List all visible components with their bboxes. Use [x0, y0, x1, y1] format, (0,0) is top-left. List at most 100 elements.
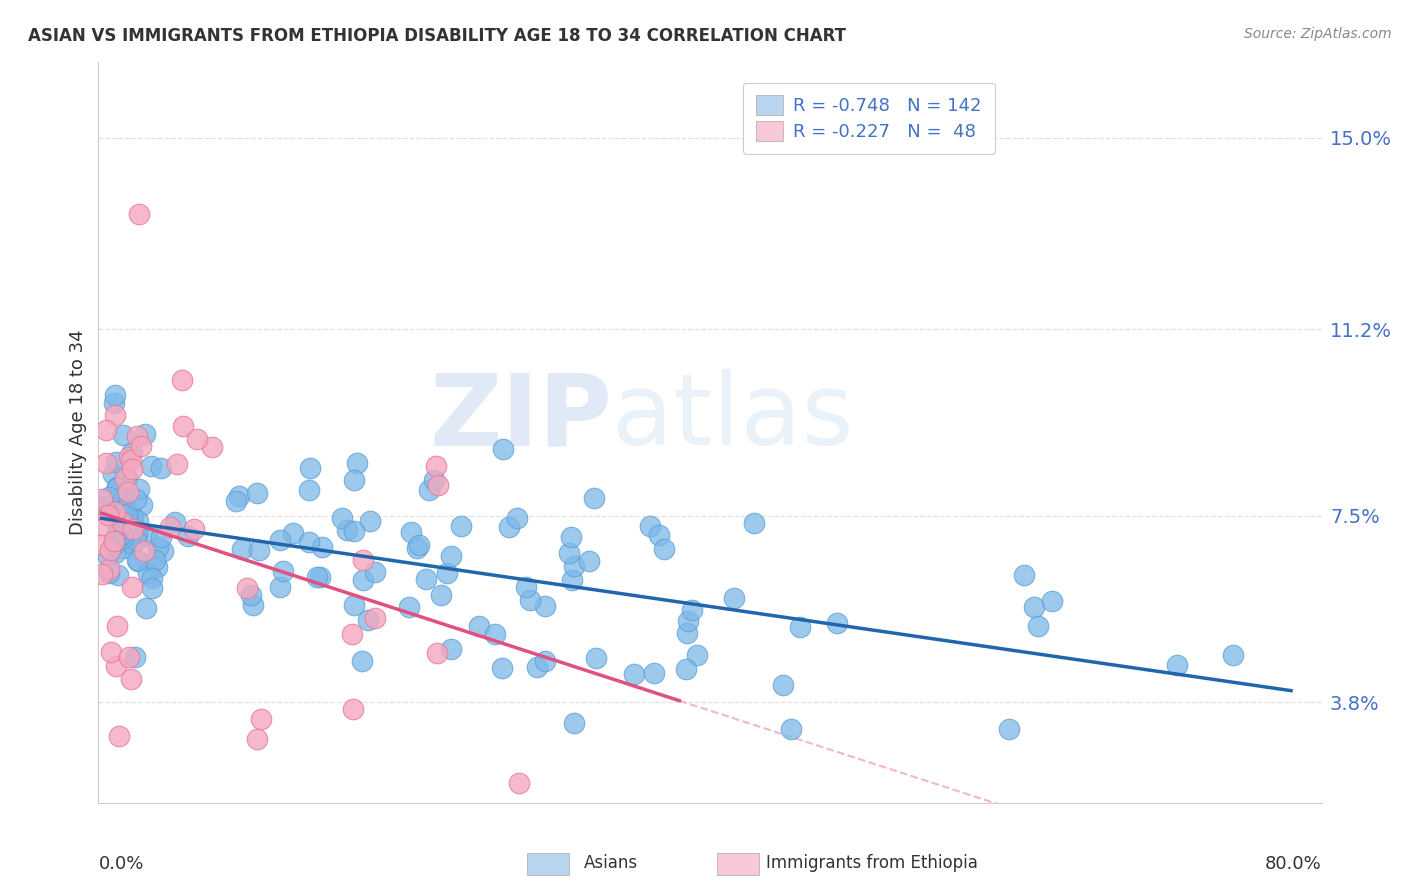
Point — [401, 525, 423, 540]
Point — [91, 538, 114, 552]
Point — [583, 491, 606, 505]
Point — [107, 568, 129, 582]
Point — [150, 531, 173, 545]
Point — [122, 516, 145, 531]
Point — [135, 600, 157, 615]
Point — [269, 580, 291, 594]
Point — [117, 514, 139, 528]
Point — [492, 442, 515, 456]
Point — [105, 618, 128, 632]
Point — [166, 457, 188, 471]
Point — [121, 461, 143, 475]
Point — [118, 526, 141, 541]
Point — [652, 541, 675, 556]
Point — [128, 206, 150, 220]
Point — [723, 591, 745, 606]
Point — [1166, 658, 1188, 673]
Point — [112, 531, 135, 545]
Point — [103, 533, 125, 548]
Point — [450, 518, 472, 533]
Point — [439, 641, 461, 656]
Point — [742, 516, 765, 531]
Point — [98, 503, 121, 517]
Point — [352, 573, 374, 587]
Point — [246, 732, 269, 747]
Point — [94, 499, 117, 513]
Point — [111, 527, 134, 541]
Point — [114, 471, 136, 485]
Point — [558, 546, 581, 560]
Point — [298, 483, 321, 497]
Point — [143, 553, 166, 567]
Point — [342, 702, 364, 716]
Point — [418, 483, 440, 497]
Point — [343, 524, 366, 538]
Point — [136, 529, 159, 543]
Point — [104, 505, 127, 519]
Point — [269, 533, 291, 547]
Point — [115, 471, 138, 485]
Point — [163, 515, 186, 529]
Point — [97, 508, 120, 522]
Point — [427, 477, 450, 491]
Point — [105, 480, 128, 494]
Point — [112, 541, 135, 555]
Point — [90, 491, 112, 506]
Point — [430, 588, 453, 602]
Point — [398, 600, 420, 615]
Point — [104, 408, 127, 422]
Point — [561, 573, 583, 587]
Point — [423, 473, 446, 487]
Point — [1012, 567, 1035, 582]
Point — [98, 561, 121, 575]
Point — [125, 553, 148, 567]
Point — [111, 516, 134, 530]
Point — [127, 527, 149, 541]
Point — [100, 645, 122, 659]
Point — [134, 543, 156, 558]
Point — [352, 654, 374, 668]
Point — [112, 488, 135, 502]
Point — [105, 481, 128, 495]
Point — [118, 534, 141, 549]
Point — [141, 581, 163, 595]
Text: ASIAN VS IMMIGRANTS FROM ETHIOPIA DISABILITY AGE 18 TO 34 CORRELATION CHART: ASIAN VS IMMIGRANTS FROM ETHIOPIA DISABI… — [28, 27, 846, 45]
Point — [118, 450, 141, 465]
Point — [159, 519, 181, 533]
Point — [231, 542, 253, 557]
Point — [467, 619, 489, 633]
Text: Source: ZipAtlas.com: Source: ZipAtlas.com — [1244, 27, 1392, 41]
Point — [125, 429, 148, 443]
Point — [127, 554, 149, 568]
Legend: R = -0.748   N = 142, R = -0.227   N =  48: R = -0.748 N = 142, R = -0.227 N = 48 — [742, 83, 994, 154]
Point — [103, 467, 125, 481]
Point — [562, 558, 585, 573]
Point — [1024, 599, 1046, 614]
Point — [508, 775, 530, 789]
Point — [1040, 593, 1063, 607]
Point — [343, 598, 366, 612]
Point — [534, 654, 557, 668]
Point — [97, 566, 120, 580]
Point — [336, 524, 359, 538]
Point — [114, 501, 136, 516]
Point — [426, 646, 449, 660]
Point — [526, 660, 548, 674]
Text: 80.0%: 80.0% — [1265, 855, 1322, 872]
Point — [240, 588, 263, 602]
Point — [128, 482, 150, 496]
Point — [150, 461, 173, 475]
Point — [305, 570, 328, 584]
Point — [309, 570, 332, 584]
Point — [117, 484, 139, 499]
Point — [172, 419, 194, 434]
Point — [146, 560, 169, 574]
Point — [177, 528, 200, 542]
Point — [519, 593, 541, 607]
Point — [681, 603, 703, 617]
Point — [311, 541, 333, 555]
Point — [183, 522, 205, 536]
Point — [585, 651, 607, 665]
Point — [118, 649, 141, 664]
Point — [364, 610, 387, 624]
